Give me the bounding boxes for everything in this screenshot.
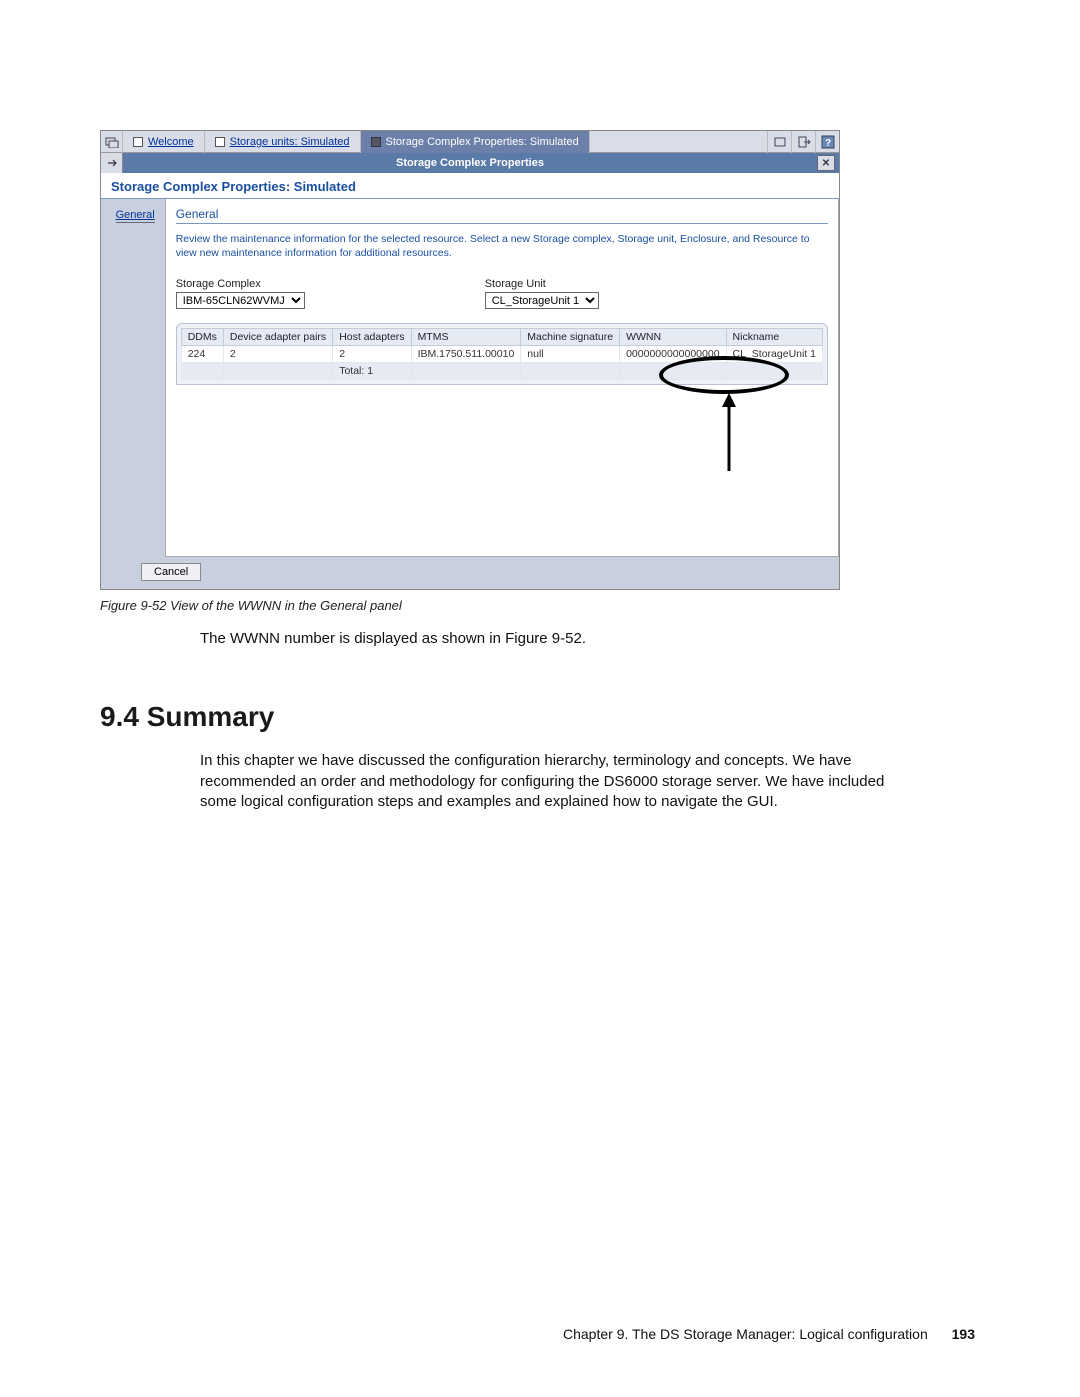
- page-footer: Chapter 9. The DS Storage Manager: Logic…: [563, 1326, 975, 1342]
- section-heading-summary: 9.4 Summary: [100, 701, 980, 733]
- help-icon[interactable]: ?: [815, 131, 839, 153]
- cancel-button[interactable]: Cancel: [141, 563, 201, 581]
- storage-unit-field: Storage Unit CL_StorageUnit 1: [485, 278, 599, 309]
- table-header-row: DDMs Device adapter pairs Host adapters …: [181, 329, 822, 346]
- col-nickname[interactable]: Nickname: [726, 329, 822, 346]
- section-heading-general: General: [176, 207, 828, 224]
- cell-wwnn: 0000000000000000: [620, 346, 726, 363]
- cell-dap: 2: [223, 346, 332, 363]
- tab-storage-units[interactable]: Storage units: Simulated: [205, 131, 361, 153]
- left-sidebar: General: [101, 199, 165, 557]
- storage-unit-select[interactable]: CL_StorageUnit 1: [485, 292, 599, 309]
- table-row[interactable]: 224 2 2 IBM.1750.511.00010 null 00000000…: [181, 346, 822, 363]
- top-tab-bar: Welcome Storage units: Simulated Storage…: [101, 131, 839, 153]
- col-wwnn[interactable]: WWNN: [620, 329, 726, 346]
- tab-welcome-label: Welcome: [148, 136, 194, 148]
- main-panel: General Review the maintenance informati…: [165, 199, 839, 557]
- total-label: Total: 1: [333, 363, 411, 380]
- col-device-adapter-pairs[interactable]: Device adapter pairs: [223, 329, 332, 346]
- close-icon[interactable]: ✕: [817, 155, 835, 171]
- storage-complex-field: Storage Complex IBM-65CLN62WVMJ: [176, 278, 305, 309]
- window-list-icon[interactable]: [101, 131, 123, 153]
- tab-welcome[interactable]: Welcome: [123, 131, 205, 153]
- tab-box-icon: [133, 137, 143, 147]
- figure-caption: Figure 9-52 View of the WWNN in the Gene…: [100, 598, 980, 613]
- screenshot-figure: Welcome Storage units: Simulated Storage…: [100, 130, 840, 590]
- table-total-row: Total: 1: [181, 363, 822, 380]
- footer-chapter: Chapter 9. The DS Storage Manager: Logic…: [563, 1326, 928, 1342]
- col-machine-signature[interactable]: Machine signature: [521, 329, 620, 346]
- tab-storage-complex-properties[interactable]: Storage Complex Properties: Simulated: [361, 131, 590, 153]
- exit-icon[interactable]: [791, 131, 815, 153]
- cell-host-adapters: 2: [333, 346, 411, 363]
- window-title: Storage Complex Properties: [123, 157, 817, 169]
- svg-text:?: ?: [824, 138, 830, 149]
- summary-paragraph: In this chapter we have discussed the co…: [200, 751, 890, 812]
- back-arrow-icon[interactable]: [101, 153, 123, 173]
- col-host-adapters[interactable]: Host adapters: [333, 329, 411, 346]
- button-row: Cancel: [101, 557, 839, 587]
- properties-table: DDMs Device adapter pairs Host adapters …: [181, 328, 823, 380]
- tool-icon-1[interactable]: [767, 131, 791, 153]
- cell-mtms: IBM.1750.511.00010: [411, 346, 521, 363]
- data-table-wrapper: DDMs Device adapter pairs Host adapters …: [176, 323, 828, 385]
- col-ddms[interactable]: DDMs: [181, 329, 223, 346]
- tab-storage-complex-label: Storage Complex Properties: Simulated: [386, 136, 579, 148]
- cell-nickname: CL_StorageUnit 1: [726, 346, 822, 363]
- footer-page-number: 193: [952, 1326, 975, 1342]
- storage-complex-select[interactable]: IBM-65CLN62WVMJ: [176, 292, 305, 309]
- cell-machine-signature: null: [521, 346, 620, 363]
- panel-description: Review the maintenance information for t…: [176, 232, 828, 260]
- tab-box-icon: [215, 137, 225, 147]
- tab-box-icon: [371, 137, 381, 147]
- sidebar-tab-general[interactable]: General: [116, 209, 155, 223]
- storage-complex-label: Storage Complex: [176, 278, 305, 290]
- storage-unit-label: Storage Unit: [485, 278, 599, 290]
- tab-storage-units-label: Storage units: Simulated: [230, 136, 350, 148]
- cell-ddms: 224: [181, 346, 223, 363]
- col-mtms[interactable]: MTMS: [411, 329, 521, 346]
- body-paragraph-1: The WWNN number is displayed as shown in…: [200, 629, 980, 649]
- page-title: Storage Complex Properties: Simulated: [101, 173, 839, 199]
- window-title-bar: Storage Complex Properties ✕: [101, 153, 839, 173]
